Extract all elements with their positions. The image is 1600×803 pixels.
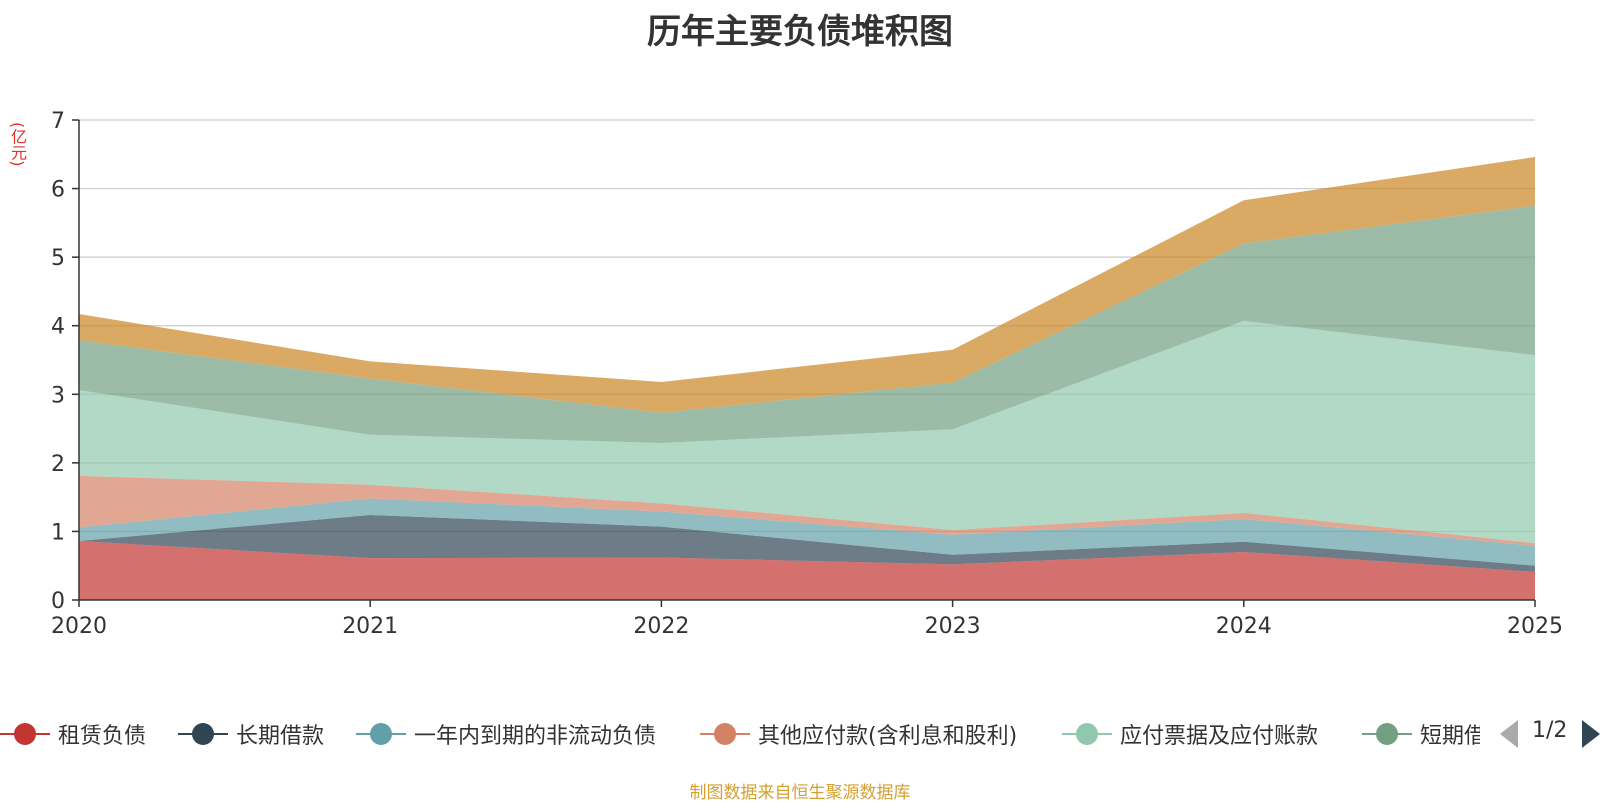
- y-axis-unit-label: (亿元): [8, 122, 27, 167]
- legend-label: 其他应付款(含利息和股利): [758, 724, 1018, 749]
- legend-item[interactable]: 一年内到期的非流动负债: [356, 716, 656, 752]
- y-tick-label: 5: [51, 246, 65, 271]
- area-series-6[interactable]: [79, 157, 1535, 413]
- prev-page-icon[interactable]: [1500, 720, 1518, 748]
- legend: 租赁负债 长期借款 一年内到期的非流动负债 其他应付款(含利息和股利) 应付票据及应付账…: [0, 716, 1600, 752]
- legend-item[interactable]: 应付票据及应付账款: [1062, 716, 1318, 752]
- area-series: [79, 157, 1535, 600]
- legend-item[interactable]: 短期借款: [1362, 716, 1480, 752]
- area-series-1[interactable]: [79, 514, 1535, 572]
- y-tick-labels: 0 1 2 3 4 5 6 7: [51, 109, 79, 614]
- area-series-0[interactable]: [79, 541, 1535, 600]
- stacked-area-chart: 0 1 2 3 4 5 6 7 2020 2021 2022 2023 2024 2025: [51, 109, 1563, 639]
- legend-label: 短期借款: [1420, 724, 1480, 749]
- axes: [78, 120, 1535, 601]
- area-series-3[interactable]: [79, 475, 1535, 546]
- chart-title: 历年主要负债堆积图: [647, 12, 953, 52]
- legend-pager: 1/2: [1500, 718, 1600, 750]
- legend-marker-icon: [0, 722, 50, 746]
- y-tick-label: 4: [51, 315, 65, 340]
- x-tick-label: 2024: [1216, 614, 1272, 639]
- y-tick-label: 7: [51, 109, 65, 134]
- area-series-4[interactable]: [79, 320, 1535, 544]
- y-tick-label: 3: [51, 383, 65, 408]
- x-tick-label: 2021: [342, 614, 398, 639]
- x-tick-label: 2020: [51, 614, 107, 639]
- legend-marker-icon: [700, 722, 750, 746]
- y-tick-label: 1: [51, 520, 65, 545]
- legend-marker-icon: [356, 722, 406, 746]
- y-tick-label: 0: [51, 589, 65, 614]
- legend-marker-icon: [1062, 722, 1112, 746]
- legend-item[interactable]: 长期借款: [178, 716, 324, 752]
- y-tick-label: 6: [51, 178, 65, 203]
- legend-label: 一年内到期的非流动负债: [414, 724, 657, 749]
- legend-marker-icon: [1362, 722, 1412, 746]
- x-tick-label: 2022: [633, 614, 689, 639]
- legend-page-number: 1/2: [1532, 718, 1568, 743]
- x-tick-label: 2023: [925, 614, 981, 639]
- legend-label: 租赁负债: [58, 724, 147, 749]
- legend-label: 长期借款: [236, 724, 325, 749]
- x-tick-label: 2025: [1507, 614, 1563, 639]
- legend-label: 应付票据及应付账款: [1120, 724, 1319, 749]
- y-tick-label: 2: [51, 452, 65, 477]
- area-series-2[interactable]: [79, 498, 1535, 566]
- next-page-icon[interactable]: [1582, 720, 1600, 748]
- legend-item[interactable]: 租赁负债: [0, 716, 146, 752]
- legend-item[interactable]: 其他应付款(含利息和股利): [700, 716, 1017, 752]
- legend-marker-icon: [178, 722, 228, 746]
- x-tick-labels: 2020 2021 2022 2023 2024 2025: [51, 600, 1563, 639]
- data-source-note: 制图数据来自恒生聚源数据库: [689, 783, 911, 803]
- area-series-5[interactable]: [79, 205, 1535, 443]
